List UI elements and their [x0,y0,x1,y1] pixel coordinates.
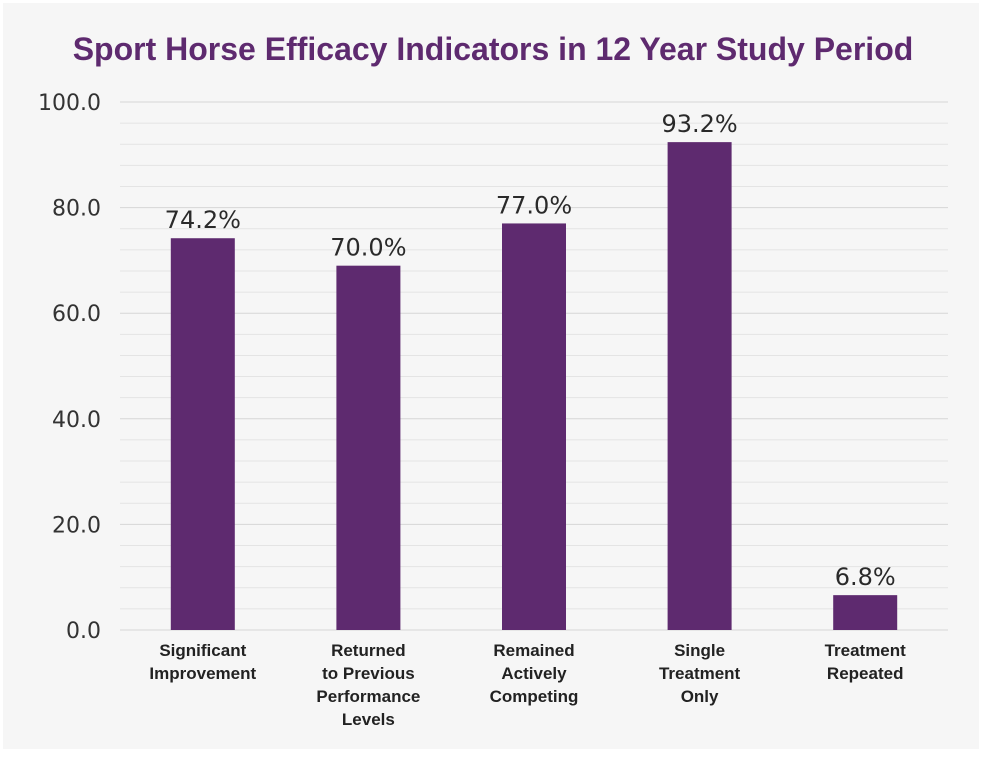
y-tick-label: 100.0 [38,91,101,116]
x-axis-category-labels: Significant Improvement Returned to Previou… [149,641,906,729]
bars [170,142,898,631]
bar [336,265,401,630]
bar [502,223,566,630]
bar [170,238,235,630]
y-tick-label: 60.0 [52,302,101,327]
chart-title: Sport Horse Efficacy Indicators in 12 Ye… [72,31,914,67]
bar-value-label: 74.2% [165,206,241,234]
category-label: Significant Improvement [149,641,256,683]
y-tick-label: 20.0 [52,513,101,538]
category-label: Returned to Previous Performance Levels [316,641,420,729]
y-tick-label: 40.0 [52,408,101,433]
bar-value-label: 6.8% [835,563,896,591]
category-label: Single Treatment Only [659,641,741,706]
y-tick-label: 0.0 [66,619,101,644]
bar-value-label: 77.0% [496,191,572,219]
bar [667,142,732,631]
y-axis-tick-labels: 0.0 20.0 40.0 60.0 80.0 100.0 [38,91,101,644]
data-labels: 74.2% 70.0% 77.0% 93.2% 6.8% [165,110,896,591]
category-label: Treatment Repeated [825,641,907,683]
category-label: Remained Actively Competing [490,641,579,706]
chart-card: Sport Horse Efficacy Indicators in 12 Ye… [3,3,979,749]
bar-value-label: 70.0% [330,234,406,262]
bar-chart: 0.0 20.0 40.0 60.0 80.0 100.0 74.2% 70.0% 77.0%… [38,91,948,729]
y-tick-label: 80.0 [52,197,101,222]
bar-value-label: 93.2% [661,110,737,138]
bar [833,595,898,630]
